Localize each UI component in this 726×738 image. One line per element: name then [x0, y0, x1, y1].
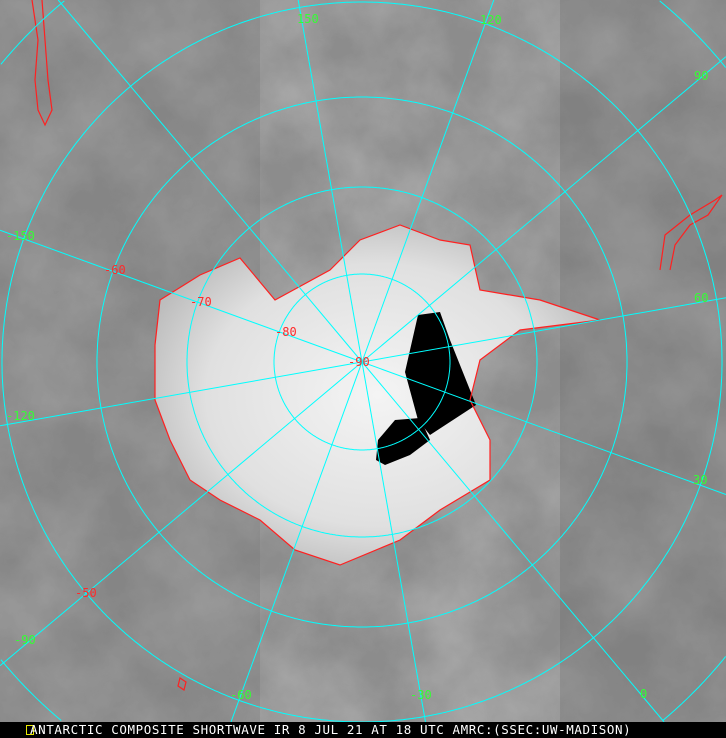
longitude-line — [230, 361, 363, 723]
latitude-circle — [1, 1, 723, 723]
coastline — [31, 0, 723, 691]
latitude-circle — [273, 273, 451, 451]
longitude-line — [361, 361, 426, 723]
dark-cloud-shade-right — [560, 0, 726, 722]
longitude-line — [0, 361, 363, 427]
longitude-label-0: 0 — [640, 687, 648, 701]
longitude-line — [361, 56, 726, 363]
longitude-line — [361, 297, 726, 363]
latitude-label-minus90: -90 — [348, 355, 370, 369]
longitude-label-minus150: -150 — [6, 229, 35, 243]
longitude-line — [57, 0, 363, 363]
longitude-label-150: 150 — [297, 12, 319, 26]
longitude-label-minus90: -90 — [14, 633, 36, 647]
graticule — [0, 0, 726, 723]
latitude-circle — [96, 96, 628, 628]
missing-data-swath — [376, 418, 430, 465]
longitude-line — [0, 229, 363, 363]
longitude-label-30: 30 — [693, 473, 708, 487]
longitude-line — [361, 361, 665, 723]
longitude-line — [297, 0, 363, 363]
longitude-line — [0, 361, 363, 667]
longitude-line — [361, 361, 726, 495]
caption-text: ANTARCTIC COMPOSITE SHORTWAVE IR 8 JUL 2… — [30, 722, 632, 737]
missing-data-swath — [405, 312, 476, 435]
longitude-label-120: 120 — [480, 13, 502, 27]
longitude-label-minus120: -120 — [6, 409, 35, 423]
antarctica-ice — [155, 225, 600, 565]
latitude-circle — [186, 186, 538, 538]
latitude-label-minus60: -60 — [104, 263, 126, 277]
latitude-label-minus70: -70 — [190, 295, 212, 309]
longitude-label-90: 90 — [694, 69, 709, 83]
latitude-label-minus50: -50 — [75, 586, 97, 600]
longitude-line — [361, 0, 495, 363]
yellow-marker-icon — [26, 725, 34, 735]
longitude-label-60: 60 — [694, 291, 709, 305]
latitude-circle — [0, 0, 726, 721]
latitude-label-minus80: -80 — [275, 325, 297, 339]
longitude-label-minus30: -30 — [410, 688, 432, 702]
longitude-label-minus60: -60 — [230, 688, 252, 702]
caption-bar: ANTARCTIC COMPOSITE SHORTWAVE IR 8 JUL 2… — [0, 722, 726, 738]
